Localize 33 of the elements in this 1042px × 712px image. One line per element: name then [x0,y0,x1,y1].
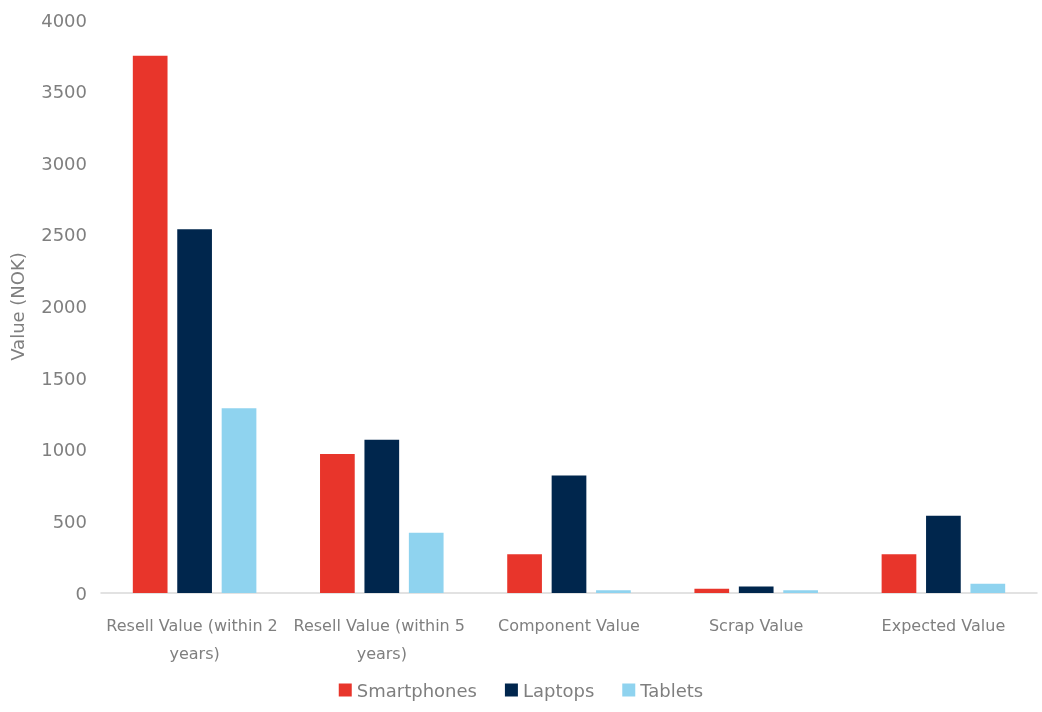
bar [507,554,542,593]
y-tick-label: 3000 [41,152,87,174]
legend-label: Tablets [639,679,704,701]
bar [364,439,400,593]
bar [783,590,818,593]
y-tick-label: 3500 [41,81,87,103]
bar [596,590,631,593]
legend-label: Laptops [522,679,595,701]
bar [551,475,587,593]
bar [738,586,774,593]
x-tick-label: Expected Value [881,615,1006,635]
x-tick-label: Resell Value (within 2 years) [106,615,283,663]
y-tick-label: 0 [75,582,87,604]
bar [132,55,168,593]
x-tick-label: Scrap Value [708,615,804,635]
x-tick-label: Resell Value (within 5 years) [293,615,471,663]
y-axis-title: Value (NOK) [6,252,28,361]
y-tick-label: 2000 [41,296,87,317]
legend-label: Smartphones [356,679,477,701]
y-tick-label: 500 [52,510,87,532]
y-tick-label: 2500 [41,224,87,246]
y-tick-label: 4000 [41,9,87,31]
bar [320,454,355,593]
y-tick-label: 1500 [41,367,87,389]
x-tick-label: Component Value [498,615,640,635]
bar [694,588,730,593]
bar [926,515,961,593]
bar [221,408,257,593]
bar [177,229,212,593]
y-tick-label: 1000 [41,439,87,461]
bar [970,583,1006,593]
bar [881,554,917,593]
bar [408,532,444,593]
